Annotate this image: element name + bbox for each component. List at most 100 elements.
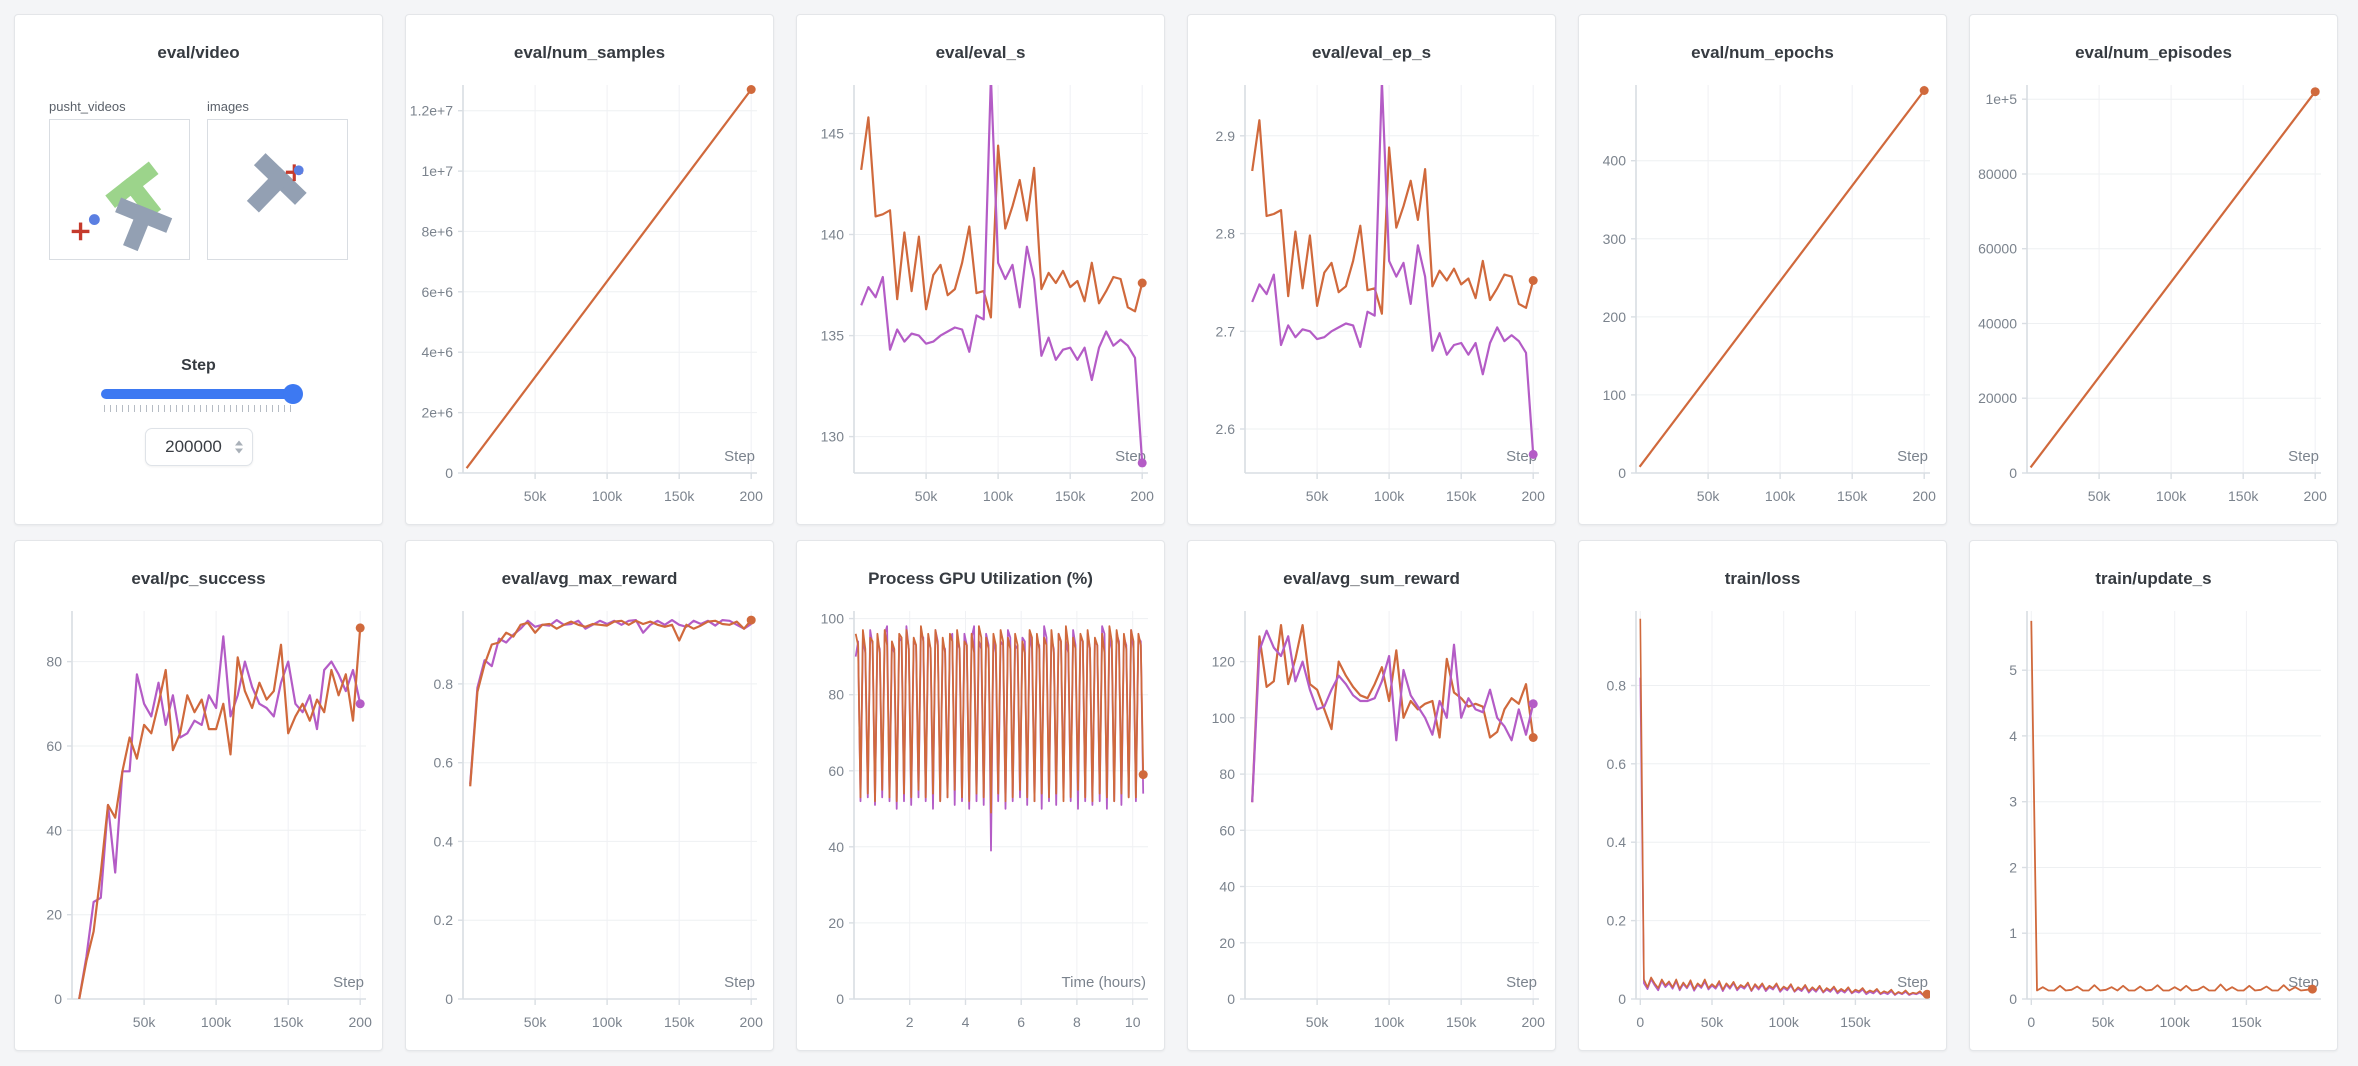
svg-text:145: 145 (821, 126, 845, 142)
chart-panel-eval-avg_sum_reward: eval/avg_sum_reward 0 20 40 60 80 100 120 50k 100… (1187, 540, 1556, 1051)
svg-text:60000: 60000 (1978, 241, 2017, 257)
svg-text:150k: 150k (1446, 488, 1477, 504)
chart-title: eval/avg_max_reward (501, 569, 678, 588)
svg-text:150k: 150k (664, 488, 695, 504)
step-slider[interactable] (100, 384, 303, 404)
svg-text:50k: 50k (1306, 488, 1330, 504)
svg-text:0: 0 (1636, 1014, 1644, 1030)
svg-text:50k: 50k (1701, 1014, 1725, 1030)
chart-panel-eval-num_epochs: eval/num_epochs 0 100 200 300 400 50k 100k 150k 2… (1578, 14, 1947, 525)
chart-title: eval/eval_s (935, 43, 1026, 62)
chart-eval-num_epochs[interactable]: 0 100 200 300 400 50k 100k 150k 200 Step (1579, 73, 1947, 521)
pusht-image-thumbnail[interactable] (207, 119, 348, 260)
svg-text:150k: 150k (2228, 488, 2259, 504)
svg-text:8e+6: 8e+6 (421, 223, 453, 239)
chart-panel-eval-pc_success: eval/pc_success 0 20 40 60 80 50k 100k 150k 200 St… (14, 540, 383, 1051)
svg-text:10: 10 (1125, 1014, 1141, 1030)
svg-text:40: 40 (46, 822, 62, 838)
svg-text:50k: 50k (1306, 1014, 1330, 1030)
svg-text:0.2: 0.2 (434, 912, 454, 928)
svg-text:400: 400 (1603, 153, 1627, 169)
chart-title: eval/avg_sum_reward (1283, 569, 1460, 588)
svg-text:2.7: 2.7 (1216, 323, 1236, 339)
svg-text:Step: Step (2288, 448, 2319, 465)
svg-text:100k: 100k (201, 1014, 232, 1030)
svg-text:60: 60 (828, 763, 844, 779)
svg-text:200: 200 (1913, 488, 1937, 504)
svg-text:50k: 50k (915, 488, 939, 504)
svg-text:20000: 20000 (1978, 390, 2017, 406)
svg-text:100: 100 (821, 611, 845, 627)
svg-text:100: 100 (1603, 387, 1627, 403)
pusht-video-thumbnail[interactable] (49, 119, 190, 260)
svg-text:150k: 150k (1446, 1014, 1477, 1030)
svg-text:100k: 100k (1769, 1014, 1800, 1030)
chart-panel-train-loss: train/loss 0 0.2 0.4 0.6 0.8 0 50k 100k 150k Step (1578, 540, 1947, 1051)
svg-text:40: 40 (828, 839, 844, 855)
svg-text:200: 200 (1522, 1014, 1546, 1030)
svg-text:0: 0 (2009, 991, 2017, 1007)
svg-text:100k: 100k (1374, 1014, 1405, 1030)
svg-text:200: 200 (1131, 488, 1155, 504)
chart-panel-eval-num_samples: eval/num_samples 0 2e+6 4e+6 6e+6 8e+6 1e+7 1.2… (405, 14, 774, 525)
svg-text:150k: 150k (1840, 1014, 1871, 1030)
gray-t-shape (115, 197, 173, 252)
svg-text:0.8: 0.8 (1607, 678, 1627, 694)
svg-text:60: 60 (1219, 822, 1235, 838)
panel-title: eval/video (157, 43, 240, 62)
chart-panel-eval-num_episodes: eval/num_episodes 0 20000 40000 60000 80000 1e… (1969, 14, 2338, 525)
decrement-arrow-icon[interactable] (234, 448, 243, 454)
svg-text:120: 120 (1212, 654, 1236, 670)
gray-t-shape (246, 153, 307, 213)
svg-text:Step: Step (333, 974, 364, 991)
chart-eval-num_episodes[interactable]: 0 20000 40000 60000 80000 1e+5 50k 100k 150k 200 S… (1970, 73, 2338, 521)
media-label: pusht_videos (49, 99, 126, 114)
slider-handle[interactable] (282, 384, 303, 404)
chart-eval-num_samples[interactable]: 0 2e+6 4e+6 6e+6 8e+6 1e+7 1.2e+7 50k 100k 150k 20… (406, 73, 774, 521)
svg-text:200: 200 (2304, 488, 2328, 504)
chart-eval-avg_max_reward[interactable]: 0 0.2 0.4 0.6 0.8 50k 100k 150k 200 Step (406, 599, 774, 1047)
stepper-arrows[interactable] (234, 440, 243, 454)
chart-panel-eval-eval_s: eval/eval_s 130 135 140 145 50k 100k 150k 200 Ste… (796, 14, 1165, 525)
chart-panel-gpu-utilization: Process GPU Utilization (%) 0 20 40 60 80 100 2… (796, 540, 1165, 1051)
chart-title: train/update_s (2095, 569, 2212, 588)
svg-text:40000: 40000 (1978, 316, 2017, 332)
chart-eval-pc_success[interactable]: 0 20 40 60 80 50k 100k 150k 200 Step (15, 599, 383, 1047)
svg-text:2.6: 2.6 (1216, 421, 1236, 437)
chart-panel-eval-eval_ep_s: eval/eval_ep_s 2.6 2.7 2.8 2.9 50k 100k 150k 200… (1187, 14, 1556, 525)
chart-title: eval/num_samples (513, 43, 666, 62)
media-item-images: images (207, 99, 348, 265)
svg-text:200: 200 (349, 1014, 373, 1030)
increment-arrow-icon[interactable] (234, 440, 243, 446)
svg-text:100k: 100k (2156, 488, 2187, 504)
chart-title: eval/num_epochs (1691, 43, 1834, 62)
svg-text:100k: 100k (592, 488, 623, 504)
svg-text:0.6: 0.6 (434, 755, 454, 771)
svg-text:80: 80 (1219, 766, 1235, 782)
svg-text:60: 60 (46, 738, 62, 754)
step-number-input[interactable]: 200000 (144, 428, 253, 466)
slider-track-fill[interactable] (100, 389, 297, 399)
svg-text:50k: 50k (2088, 488, 2112, 504)
chart-panel-eval-avg_max_reward: eval/avg_max_reward 0 0.2 0.4 0.6 0.8 50k 100k 1… (405, 540, 774, 1051)
chart-gpu-utilization[interactable]: 0 20 40 60 80 100 2 4 6 8 10 Time (hours) (797, 599, 1165, 1047)
svg-text:150k: 150k (664, 1014, 695, 1030)
chart-train-loss[interactable]: 0 0.2 0.4 0.6 0.8 0 50k 100k 150k Step (1579, 599, 1947, 1047)
svg-text:200: 200 (740, 488, 764, 504)
svg-text:2.9: 2.9 (1216, 128, 1236, 144)
svg-text:8: 8 (1073, 1014, 1081, 1030)
chart-title: train/loss (1724, 569, 1801, 588)
svg-text:100k: 100k (1765, 488, 1796, 504)
media-label: images (207, 99, 249, 114)
svg-text:4e+6: 4e+6 (421, 344, 453, 360)
svg-text:2: 2 (2009, 860, 2017, 876)
svg-text:100k: 100k (1374, 488, 1405, 504)
svg-text:50k: 50k (524, 488, 548, 504)
svg-text:100k: 100k (2160, 1014, 2191, 1030)
svg-text:200: 200 (1522, 488, 1546, 504)
svg-text:1: 1 (2009, 925, 2017, 941)
chart-eval-avg_sum_reward[interactable]: 0 20 40 60 80 100 120 50k 100k 150k 200 Step (1188, 599, 1556, 1047)
